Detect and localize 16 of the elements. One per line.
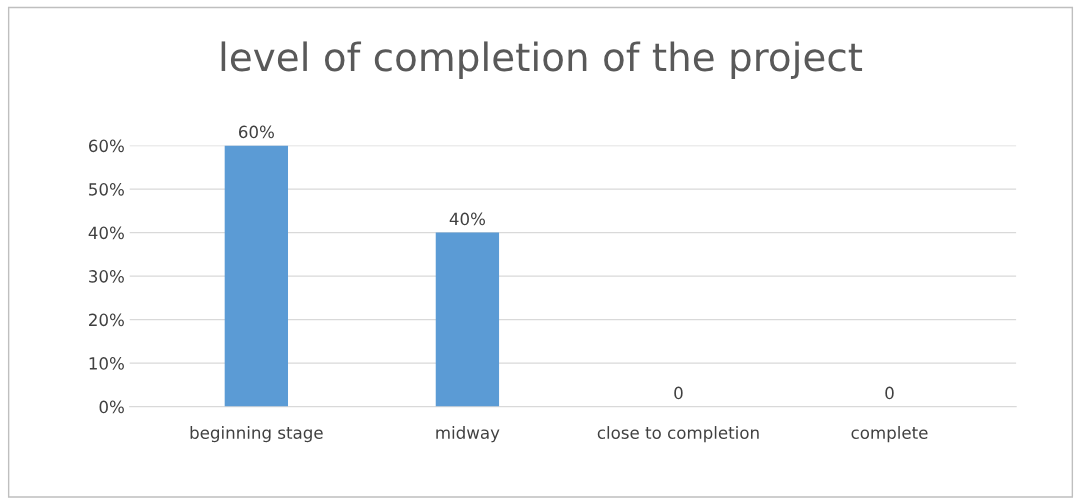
chart-title: level of completion of the project [221, 41, 863, 80]
y-tick-label: 20% [89, 313, 124, 327]
x-tick-label: beginning stage [190, 426, 323, 443]
y-tick-label: 50% [89, 183, 124, 196]
data-label: 0 [674, 386, 683, 400]
x-tick-label: complete [851, 426, 928, 443]
y-tick-label: 60% [88, 139, 124, 153]
y-tick-label: 0% [99, 400, 124, 414]
data-label: 0 [885, 386, 894, 400]
y-tick-label: 10% [89, 357, 124, 370]
data-label: 60% [238, 125, 274, 139]
y-tick-label: 30% [89, 270, 124, 283]
x-tick-label: midway [436, 426, 500, 443]
x-tick-label: close to completion [597, 426, 759, 443]
y-tick-label: 40% [88, 226, 124, 240]
data-label: 40% [449, 212, 486, 226]
